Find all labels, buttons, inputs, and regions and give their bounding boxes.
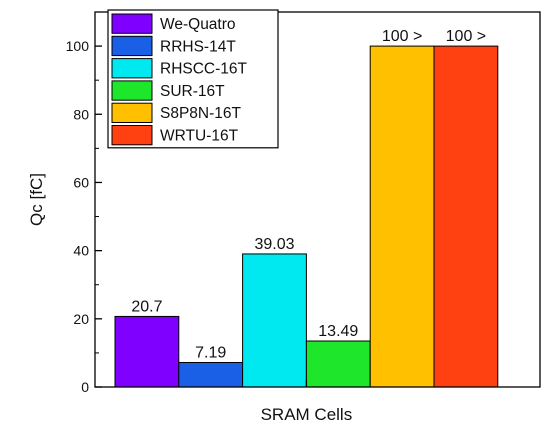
legend-swatch	[111, 13, 153, 34]
y-tick-label: 20	[73, 311, 89, 327]
data-label-wrtu-16t: 100 >	[446, 28, 486, 45]
y-tick-label: 80	[73, 106, 89, 122]
data-label-s8p8n-16t: 100 >	[382, 28, 422, 45]
bar-we-quatro	[114, 315, 180, 388]
y-axis-title: Qc [fC]	[27, 173, 46, 226]
legend-swatch	[111, 80, 153, 101]
legend-label: We-Quatro	[160, 16, 236, 33]
bar-s8p8n-16t	[369, 45, 435, 388]
legend-swatch	[111, 102, 153, 123]
y-tick-label: 60	[73, 174, 89, 190]
legend-label: WRTU-16T	[160, 128, 239, 145]
legend-label: RRHS-14T	[160, 38, 236, 55]
y-axis-ticks: 0 20 40 60 80 100	[66, 38, 102, 395]
bar-rrhs-14t	[178, 361, 244, 388]
y-tick-label: 100	[66, 38, 90, 54]
y-tick-label: 40	[73, 243, 89, 259]
y-tick-label: 0	[81, 379, 89, 395]
data-label-sur-16t: 13.49	[318, 323, 358, 340]
legend-swatch	[111, 58, 153, 79]
legend-label: RHSCC-16T	[160, 61, 248, 78]
bars-group	[114, 45, 499, 388]
legend: We-Quatro RRHS-14T RHSCC-16T SUR-16T S8P8N-1…	[107, 9, 279, 149]
data-labels-group: 20.7 7.19 39.03 13.49 100 > 100 >	[131, 28, 486, 361]
legend-swatch	[111, 125, 153, 146]
bar-wrtu-16t	[433, 45, 499, 388]
data-label-we-quatro: 20.7	[131, 298, 162, 315]
bar-rhscc-16t	[242, 253, 307, 388]
legend-label: SUR-16T	[160, 83, 225, 100]
legend-swatch	[111, 35, 153, 57]
plot-frame	[94, 11, 541, 388]
x-axis-title: SRAM Cells	[261, 405, 353, 424]
legend-label: S8P8N-16T	[160, 105, 242, 122]
data-label-rrhs-14t: 7.19	[195, 344, 226, 361]
bar-sur-16t	[305, 340, 371, 388]
data-label-rhscc-16t: 39.03	[254, 236, 294, 253]
